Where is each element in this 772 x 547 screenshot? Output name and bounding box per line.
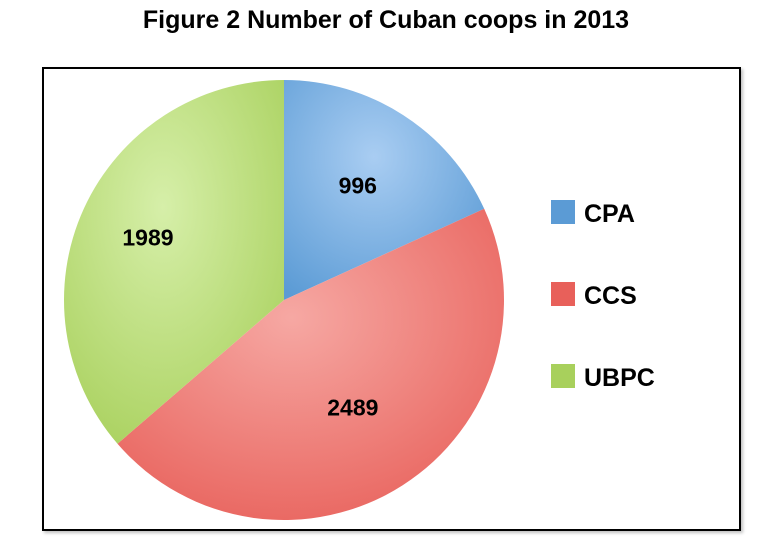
- legend-swatch-cpa: [551, 200, 575, 224]
- pie-slices: [64, 80, 504, 520]
- data-label-cpa: 996: [339, 172, 377, 198]
- legend-label-ccs: CCS: [584, 282, 637, 310]
- legend-swatch-ccs: [551, 282, 575, 306]
- legend-label-cpa: CPA: [584, 200, 635, 228]
- pie-slice-ubpc: [64, 80, 284, 444]
- chart-title: Figure 2 Number of Cuban coops in 2013: [142, 6, 630, 34]
- legend-swatch-ubpc: [551, 364, 575, 388]
- slice-labels: 996 2489 1989: [122, 172, 378, 420]
- legend: CPA CCS UBPC: [551, 200, 655, 392]
- legend-label-ubpc: UBPC: [584, 364, 655, 392]
- data-label-ccs: 2489: [327, 394, 378, 420]
- pie-slice-ccs: [117, 208, 504, 520]
- pie-slice-cpa: [284, 80, 485, 300]
- data-label-ubpc: 1989: [122, 225, 173, 251]
